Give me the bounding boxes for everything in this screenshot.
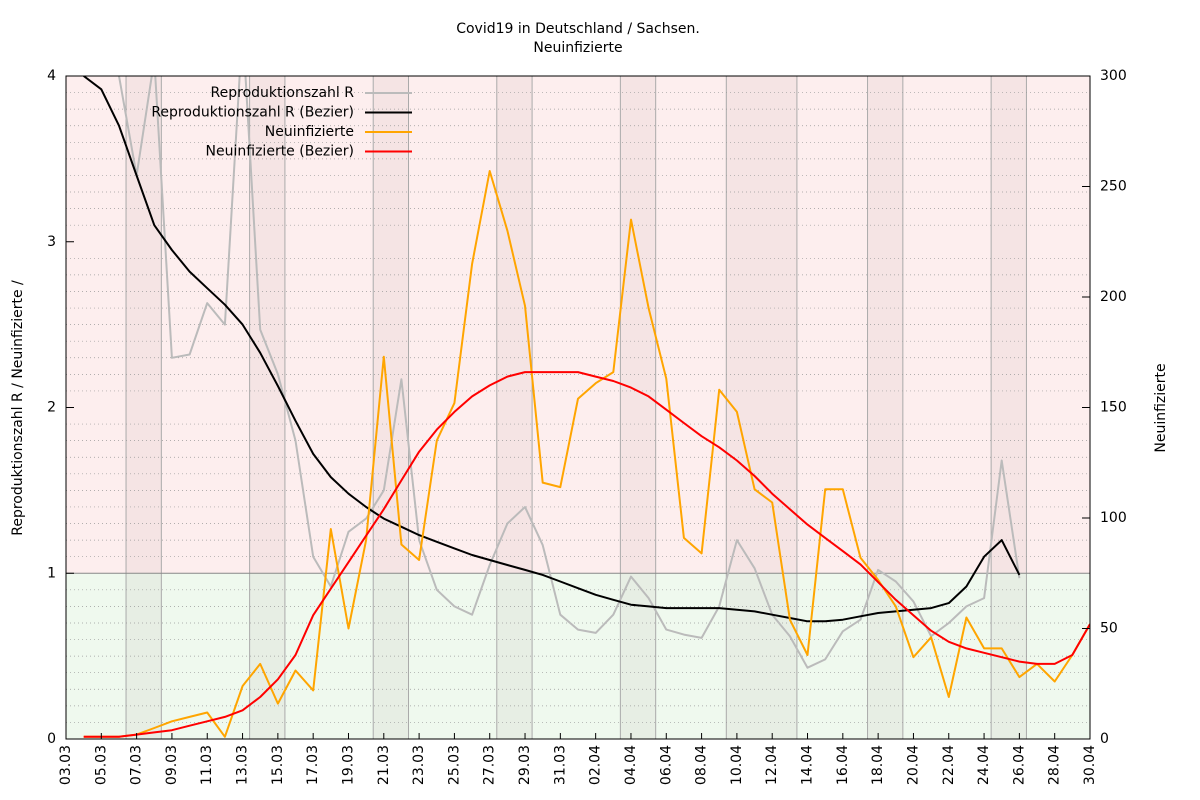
x-tick-label: 06.04 <box>658 745 674 785</box>
weekend-band <box>496 76 533 739</box>
y2-tick-label: 250 <box>1100 179 1127 195</box>
x-tick-label: 31.03 <box>552 745 568 785</box>
x-tick-label: 23.03 <box>411 745 427 785</box>
x-tick-label: 20.04 <box>905 745 921 785</box>
y-tick-label: 0 <box>47 731 56 747</box>
plot-frame <box>65 75 1091 740</box>
x-tick-label: 30.04 <box>1082 745 1098 785</box>
plot-area <box>83 76 1090 738</box>
x-tick-label: 05.03 <box>93 745 109 785</box>
x-tick-label: 27.03 <box>482 745 498 785</box>
y-axis-label: Reproduktionszahl R / Neuinfizierte / <box>10 280 26 536</box>
weekend-band <box>726 76 797 739</box>
x-tick-label: 14.04 <box>800 745 816 785</box>
x-tick-label: 26.04 <box>1011 745 1027 785</box>
x-tick-label: 22.04 <box>941 745 957 785</box>
legend-label: Neuinfizierte (Bezier) <box>206 144 354 160</box>
weekend-band <box>249 76 285 739</box>
x-tick-label: 07.03 <box>129 745 145 785</box>
y2-tick-label: 300 <box>1100 68 1127 84</box>
y2-tick-label: 100 <box>1100 510 1127 526</box>
x-tick-label: 11.03 <box>199 745 215 785</box>
legend-label: Neuinfizierte <box>265 124 354 140</box>
x-tick-label: 15.03 <box>270 745 286 785</box>
weekend-band <box>991 76 1027 739</box>
x-tick-label: 13.03 <box>235 745 251 785</box>
legend-label: Reproduktionszahl R <box>211 85 355 101</box>
y-tick-label: 4 <box>47 68 56 84</box>
series-line <box>117 76 1021 669</box>
y2-axis-label: Neuinfizierte <box>1153 363 1169 452</box>
y2-tick-label: 150 <box>1100 400 1127 416</box>
chart-subtitle: Neuinfizierte <box>533 40 622 56</box>
series-line <box>83 170 1090 738</box>
weekend-band <box>126 76 162 739</box>
x-tick-label: 16.04 <box>835 745 851 785</box>
x-tick-label: 18.04 <box>870 745 886 785</box>
x-tick-label: 09.03 <box>164 745 180 785</box>
y2-tick-label: 0 <box>1100 731 1109 747</box>
x-tick-label: 04.04 <box>623 745 639 785</box>
weekend-band <box>867 76 903 739</box>
x-tick-label: 02.04 <box>588 745 604 785</box>
x-tick-label: 29.03 <box>517 745 533 785</box>
legend-label: Reproduktionszahl R (Bezier) <box>151 105 354 121</box>
series-line <box>83 76 1021 623</box>
x-tick-label: 12.04 <box>764 745 780 785</box>
x-tick-label: 19.03 <box>340 745 356 785</box>
y-tick-label: 2 <box>47 400 56 416</box>
series-line <box>83 371 1090 738</box>
y2-tick-label: 200 <box>1100 289 1127 305</box>
x-tick-label: 17.03 <box>305 745 321 785</box>
x-tick-label: 08.04 <box>694 745 710 785</box>
weekend-band <box>620 76 656 739</box>
x-tick-label: 24.04 <box>976 745 992 785</box>
x-tick-label: 03.03 <box>58 745 74 785</box>
y-tick-label: 3 <box>47 234 56 250</box>
plot-background <box>66 76 1090 739</box>
x-tick-label: 10.04 <box>729 745 745 785</box>
y2-tick-label: 50 <box>1100 621 1118 637</box>
x-tick-label: 28.04 <box>1047 745 1063 785</box>
x-tick-label: 21.03 <box>376 745 392 785</box>
y-tick-label: 1 <box>47 565 56 581</box>
x-tick-label: 25.03 <box>446 745 462 785</box>
chart-title: Covid19 in Deutschland / Sachsen. <box>456 21 700 37</box>
